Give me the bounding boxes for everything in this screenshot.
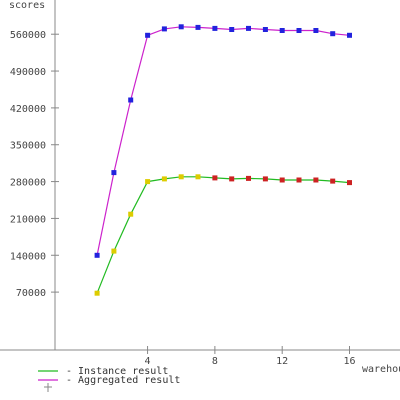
data-point	[212, 25, 218, 31]
legend-label: - Aggregated result	[66, 375, 180, 386]
data-point	[145, 32, 151, 38]
data-point	[347, 32, 352, 38]
data-point	[212, 175, 218, 181]
data-point	[296, 28, 302, 33]
y-tick-label: 280000	[10, 178, 46, 189]
y-tick-label: 560000	[10, 30, 46, 41]
data-point	[94, 290, 100, 296]
data-point	[128, 97, 134, 103]
data-point	[161, 26, 167, 32]
data-point	[111, 248, 117, 254]
data-point	[313, 177, 319, 183]
data-point	[94, 252, 100, 258]
data-point	[229, 27, 235, 32]
y-ticks: 70000 140000 210000 280000 350000 420000 49000…	[10, 30, 59, 299]
data-point	[313, 28, 319, 33]
y-axis-title: scores	[9, 0, 45, 11]
data-point	[262, 27, 268, 32]
data-point	[145, 179, 151, 185]
data-point	[246, 175, 251, 181]
y-tick-label: 140000	[10, 251, 46, 262]
data-point	[279, 177, 285, 183]
data-point	[296, 177, 302, 183]
x-tick-label: 4	[145, 356, 151, 367]
y-tick-label: 70000	[16, 288, 46, 299]
data-point	[161, 176, 167, 182]
data-point	[178, 24, 184, 30]
data-point	[330, 31, 336, 37]
y-tick-label: 210000	[10, 214, 46, 225]
y-tick-label: 350000	[10, 141, 46, 152]
data-point	[128, 211, 134, 217]
series-line-2	[96, 26, 350, 256]
legend-label: - Instance result	[66, 366, 168, 377]
x-tick-label: 8	[212, 356, 218, 367]
data-point	[262, 176, 268, 182]
data-point	[246, 25, 251, 31]
x-ticks: 4 8 12 16	[145, 346, 356, 367]
data-point	[330, 178, 336, 184]
x-tick-label: 12	[276, 356, 288, 367]
series-layer	[94, 24, 352, 296]
data-point	[178, 174, 184, 180]
data-point	[279, 28, 285, 33]
legend: - Instance result- Aggregated result	[38, 366, 180, 392]
data-point	[347, 180, 352, 186]
y-tick-label: 490000	[10, 67, 46, 78]
x-axis-title: warehouses	[362, 364, 400, 375]
series-line-1	[96, 176, 350, 294]
y-tick-label: 420000	[10, 104, 46, 115]
x-tick-label: 16	[343, 356, 355, 367]
data-point	[229, 176, 235, 182]
data-point	[195, 174, 201, 180]
data-point	[111, 170, 117, 176]
data-point	[195, 24, 201, 30]
